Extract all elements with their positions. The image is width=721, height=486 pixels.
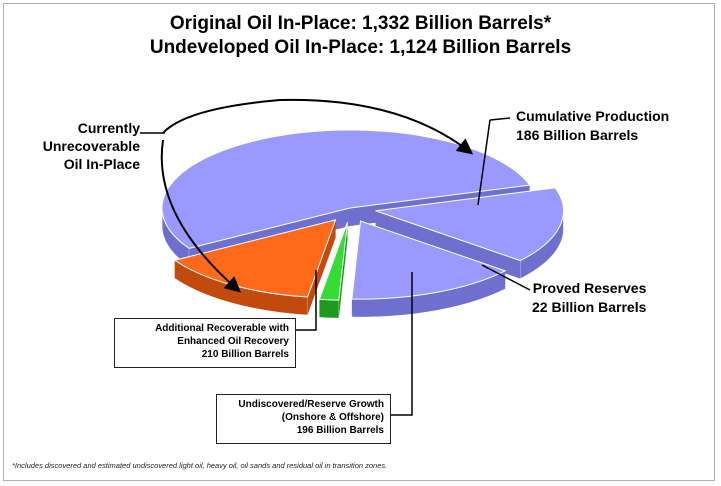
undiscovered-label-line1: Undiscovered/Reserve Growth: [238, 399, 384, 410]
slice-additional-recoverable-with-enhanced-oil-recovery: [375, 187, 564, 262]
enhanced-label-box: Additional Recoverable with Enhanced Oil…: [114, 318, 296, 368]
enhanced-label-line3: 210 Billion Barrels: [201, 349, 289, 360]
cumulative-label: Cumulative Production 186 Billion Barrel…: [516, 107, 669, 145]
unrecoverable-label: Currently Unrecoverable Oil In-Place: [32, 119, 140, 173]
chart-title: Original Oil In-Place: 1,332 Billion Bar…: [169, 13, 552, 34]
footnote: *Includes discovered and estimated undis…: [12, 461, 388, 470]
chart-subtitle: Undeveloped Oil In-Place: 1,124 Billion …: [149, 37, 572, 58]
proved-label-line2: 22 Billion Barrels: [532, 299, 647, 315]
cumulative-leader: [489, 117, 511, 121]
enhanced-label-line1: Additional Recoverable with: [155, 323, 289, 334]
undiscovered-label-line2: (Onshore & Offshore): [281, 412, 384, 423]
slice-wall-additional-recoverable-with-enhanced-oil-recovery-0: [375, 210, 521, 279]
unrecoverable-label-line2: Unrecoverable: [42, 138, 140, 154]
unrecoverable-label-line1: Currently: [77, 120, 140, 136]
pie-tops: [161, 129, 564, 301]
undiscovered-label-box: Undiscovered/Reserve Growth (Onshore & O…: [216, 394, 391, 444]
slice-undiscovered-reserve-growth-onshore-offshore: [351, 220, 507, 300]
slice-currently-unrecoverable-oil-in-place: [161, 129, 531, 249]
undiscovered-leader: [391, 272, 413, 416]
enhanced-leader: [296, 270, 317, 331]
slice-wall-cumulative-production-1: [307, 219, 336, 316]
slice-proved-reserves: [318, 222, 348, 301]
proved-label-line1: Proved Reserves: [532, 280, 647, 296]
cumulative-label-line2: 186 Billion Barrels: [516, 127, 639, 143]
unrecoverable-arc-arrow-lower: [160, 139, 242, 293]
undiscovered-label-line3: 196 Billion Barrels: [296, 425, 384, 436]
proved-label: Proved Reserves 22 Billion Barrels: [532, 279, 646, 317]
enhanced-label-line2: Enhanced Oil Recovery: [177, 336, 289, 347]
cumulative-leader-2: [477, 119, 491, 206]
unrecoverable-label-line3: Oil In-Place: [63, 156, 140, 172]
leader-lines: [140, 98, 531, 416]
cumulative-label-line1: Cumulative Production: [516, 108, 670, 124]
unrecoverable-arc-arrow: [162, 98, 474, 155]
proved-leader: [481, 264, 531, 291]
